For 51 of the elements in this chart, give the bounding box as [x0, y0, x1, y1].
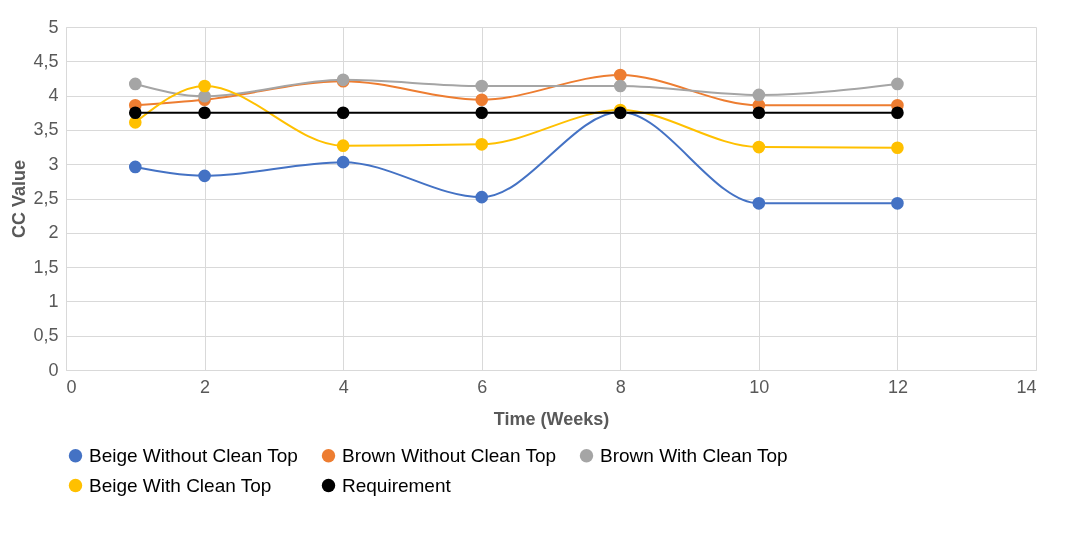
- x-tick-label: 10: [749, 376, 770, 397]
- point: [752, 106, 766, 120]
- legend-label: Beige Without Clean Top: [89, 444, 298, 466]
- x-tick-label: 4: [338, 376, 349, 397]
- point: [128, 106, 142, 120]
- point: [128, 160, 142, 174]
- y-tick-label: 4: [48, 85, 59, 106]
- y-tick-label: 5: [48, 16, 59, 37]
- point: [891, 77, 904, 91]
- y-tick-label: 0,5: [33, 325, 59, 346]
- point: [613, 68, 627, 82]
- point: [198, 169, 211, 183]
- legend-label: Requirement: [342, 474, 452, 496]
- legend-label: Beige With Clean Top: [89, 474, 272, 496]
- point: [336, 155, 350, 169]
- point: [613, 79, 627, 93]
- point: [752, 88, 766, 102]
- point: [752, 140, 766, 154]
- point: [475, 79, 489, 93]
- point: [891, 106, 904, 120]
- y-tick-label: 1: [48, 290, 59, 311]
- y-tick-label: 4,5: [33, 50, 59, 71]
- point: [198, 89, 211, 103]
- point: [128, 77, 142, 91]
- y-tick-label: 1,5: [33, 256, 59, 277]
- legend-label: Brown Without Clean Top: [342, 444, 557, 466]
- point: [336, 106, 350, 120]
- x-axis-title: Time (Weeks): [493, 408, 610, 429]
- y-tick-label: 2: [48, 222, 59, 243]
- point: [475, 93, 489, 107]
- point: [475, 137, 489, 151]
- point: [475, 190, 489, 204]
- legend-label: Brown With Clean Top: [600, 444, 788, 466]
- point: [891, 141, 904, 155]
- point: [198, 79, 211, 93]
- point: [198, 106, 211, 120]
- point: [336, 139, 350, 152]
- y-tick-label: 3: [48, 153, 59, 174]
- x-tick-label: 0: [66, 376, 77, 397]
- point: [752, 196, 766, 210]
- x-tick-label: 12: [887, 376, 908, 397]
- point: [475, 106, 489, 120]
- x-tick-label: 8: [615, 376, 626, 397]
- x-tick-label: 6: [477, 376, 488, 397]
- x-tick-label: 2: [200, 376, 211, 397]
- y-tick-label: 3,5: [33, 119, 59, 140]
- point: [891, 196, 904, 210]
- y-tick-label: 0: [48, 359, 59, 380]
- y-axis-title: CC Value: [9, 159, 30, 239]
- y-tick-label: 2,5: [33, 188, 59, 208]
- x-tick-label: 14: [1016, 376, 1037, 397]
